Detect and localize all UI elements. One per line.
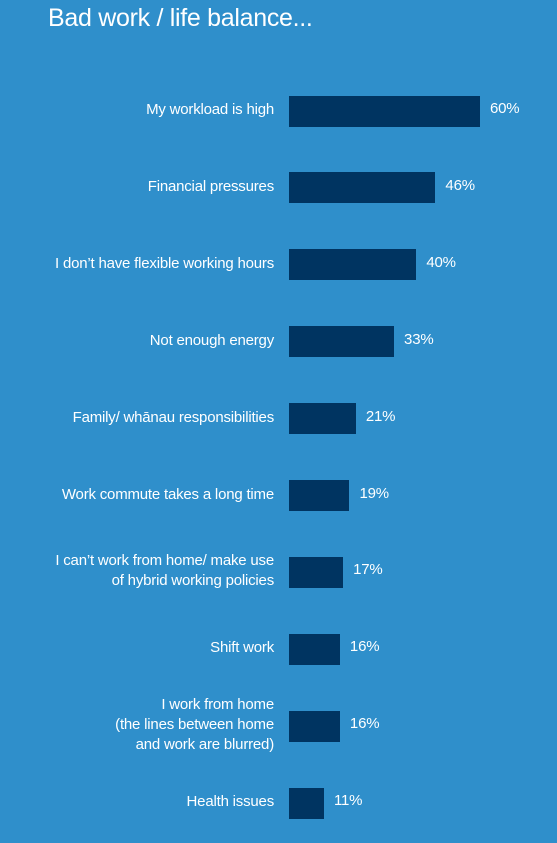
- value-label: 40%: [426, 253, 456, 271]
- bar: [289, 403, 356, 435]
- value-label: 16%: [349, 638, 380, 656]
- category-label: Health issues: [186, 793, 275, 811]
- category-label: I can’t work from home/ make use of hybr…: [55, 552, 274, 590]
- value-label: 33%: [404, 330, 434, 348]
- bar: [289, 172, 436, 204]
- value-label: 21%: [365, 407, 396, 425]
- bar: [289, 249, 417, 281]
- chart-title: Bad work / life balance...: [48, 4, 313, 32]
- category-label: Financial pressures: [147, 177, 274, 195]
- value-label: 46%: [445, 176, 475, 194]
- bar: [289, 787, 325, 819]
- bar: [289, 633, 340, 665]
- value-label: 17%: [353, 561, 383, 579]
- bar: [289, 326, 395, 358]
- value-label: 16%: [349, 715, 380, 733]
- bar: [289, 556, 344, 588]
- category-label: Shift work: [210, 639, 274, 657]
- category-label: Not enough energy: [149, 331, 274, 349]
- bar: [289, 480, 350, 511]
- category-label: Work commute takes a long time: [61, 485, 274, 503]
- category-label: Family/ whānau responsibilities: [72, 408, 275, 426]
- value-label: 19%: [359, 484, 389, 502]
- value-label: 60%: [490, 100, 520, 117]
- category-label: I work from home (the lines between home…: [115, 696, 274, 754]
- value-label: 11%: [334, 792, 363, 810]
- category-label: My workload is high: [146, 101, 274, 118]
- bar: [289, 710, 340, 742]
- category-label: I don’t have flexible working hours: [55, 254, 274, 272]
- bar: [289, 95, 480, 127]
